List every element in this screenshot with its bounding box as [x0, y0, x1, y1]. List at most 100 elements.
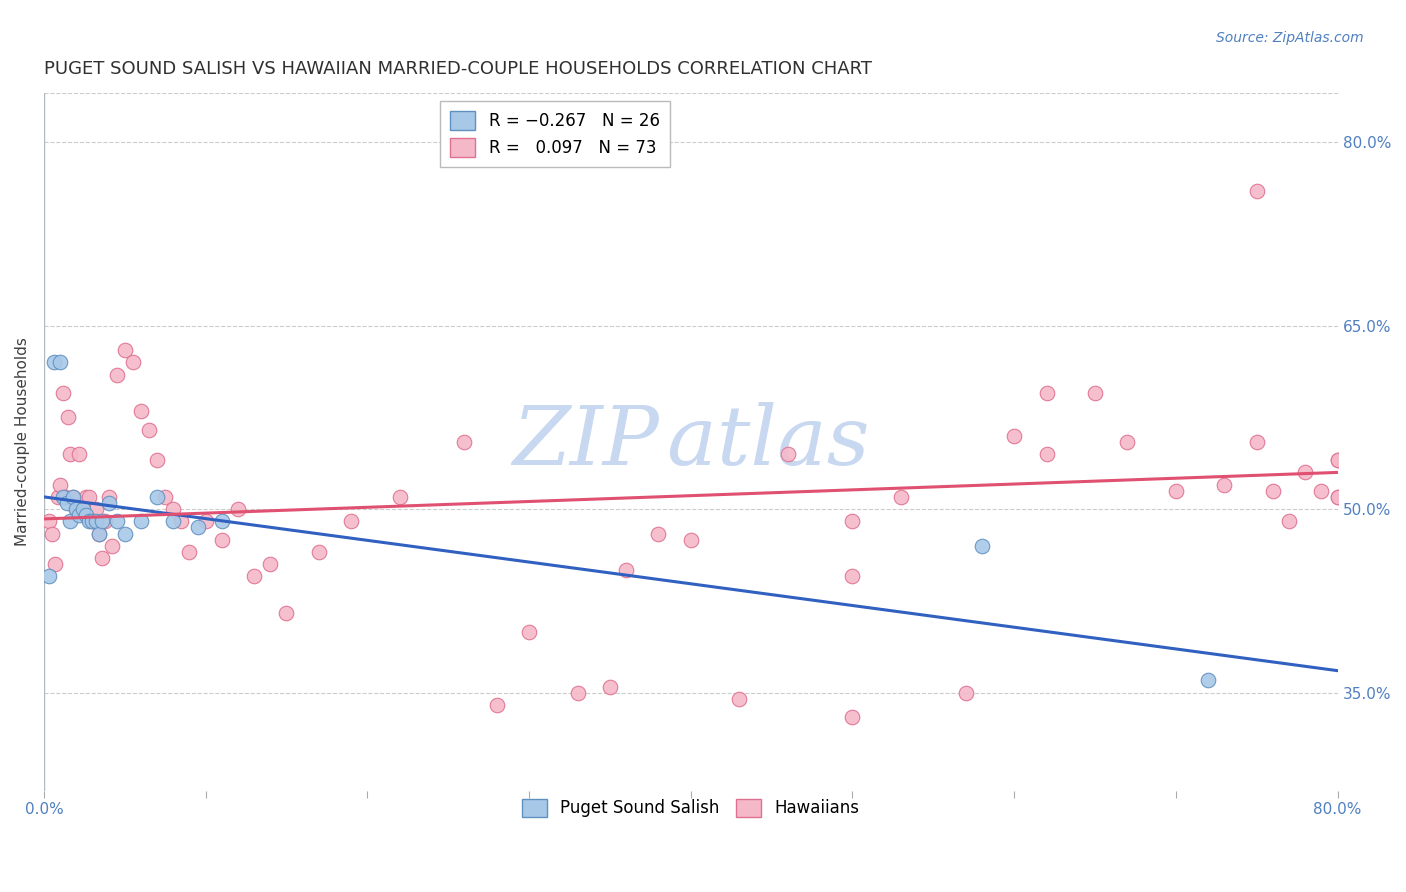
Point [97, 490, 120, 504]
Point [105, 368, 128, 382]
Point [138, 423, 160, 437]
Point [388, 490, 411, 504]
Point [75, 508, 97, 523]
Point [42, 355, 65, 369]
Point [101, 539, 124, 553]
Text: ZIP atlas: ZIP atlas [512, 401, 869, 482]
Point [955, 686, 977, 700]
Point [890, 490, 912, 504]
Point [53, 490, 76, 504]
Point [1261, 483, 1284, 498]
Point [153, 490, 176, 504]
Point [49, 477, 72, 491]
Point [1326, 490, 1348, 504]
Y-axis label: Married-couple Households: Married-couple Households [15, 337, 30, 546]
Point [52, 490, 75, 504]
Point [65, 502, 87, 516]
Point [69, 508, 91, 523]
Point [614, 563, 637, 577]
Point [56, 410, 79, 425]
Point [567, 686, 589, 700]
Point [114, 526, 136, 541]
Text: Source: ZipAtlas.com: Source: ZipAtlas.com [1216, 31, 1364, 45]
Point [82, 514, 104, 528]
Point [1326, 490, 1348, 504]
Point [146, 490, 169, 504]
Point [97, 496, 120, 510]
Point [186, 520, 208, 534]
Point [1084, 385, 1107, 400]
Point [453, 434, 475, 449]
Point [276, 606, 298, 620]
Point [1035, 447, 1057, 461]
Point [1326, 453, 1348, 467]
Text: PUGET SOUND SALISH VS HAWAIIAN MARRIED-COUPLE HOUSEHOLDS CORRELATION CHART: PUGET SOUND SALISH VS HAWAIIAN MARRIED-C… [44, 60, 872, 78]
Point [162, 502, 184, 516]
Point [129, 404, 152, 418]
Point [94, 514, 117, 528]
Point [170, 514, 193, 528]
Point [1294, 466, 1316, 480]
Point [87, 526, 110, 541]
Point [44, 558, 66, 572]
Point [226, 502, 249, 516]
Point [59, 514, 82, 528]
Point [211, 533, 233, 547]
Point [308, 545, 330, 559]
Point [48, 490, 70, 504]
Point [517, 624, 540, 639]
Point [91, 551, 114, 566]
Point [841, 569, 863, 583]
Point [1310, 483, 1333, 498]
Point [1002, 428, 1025, 442]
Point [82, 514, 104, 528]
Legend: Puget Sound Salish, Hawaiians: Puget Sound Salish, Hawaiians [515, 792, 866, 824]
Point [647, 526, 669, 541]
Point [69, 447, 91, 461]
Point [1035, 385, 1057, 400]
Point [340, 514, 363, 528]
Point [1326, 453, 1348, 467]
Point [1164, 483, 1187, 498]
Point [129, 514, 152, 528]
Point [84, 514, 107, 528]
Point [72, 502, 94, 516]
Point [1246, 184, 1268, 198]
Point [146, 453, 169, 467]
Point [49, 355, 72, 369]
Point [599, 680, 621, 694]
Point [38, 569, 60, 583]
Point [243, 569, 266, 583]
Point [841, 710, 863, 724]
Point [72, 496, 94, 510]
Point [55, 496, 77, 510]
Point [679, 533, 702, 547]
Point [65, 502, 87, 516]
Point [77, 490, 100, 504]
Point [211, 514, 233, 528]
Point [75, 490, 97, 504]
Point [1246, 434, 1268, 449]
Point [1197, 673, 1219, 688]
Point [485, 698, 508, 712]
Point [38, 514, 60, 528]
Point [194, 514, 217, 528]
Point [52, 385, 75, 400]
Point [114, 343, 136, 357]
Point [105, 514, 128, 528]
Point [970, 539, 993, 553]
Point [41, 526, 63, 541]
Point [77, 514, 100, 528]
Point [62, 490, 84, 504]
Point [841, 514, 863, 528]
Point [59, 447, 82, 461]
Point [1116, 434, 1139, 449]
Point [91, 514, 114, 528]
Point [84, 502, 107, 516]
Point [776, 447, 799, 461]
Point [62, 490, 84, 504]
Point [259, 558, 281, 572]
Point [179, 545, 201, 559]
Point [162, 514, 184, 528]
Point [87, 526, 110, 541]
